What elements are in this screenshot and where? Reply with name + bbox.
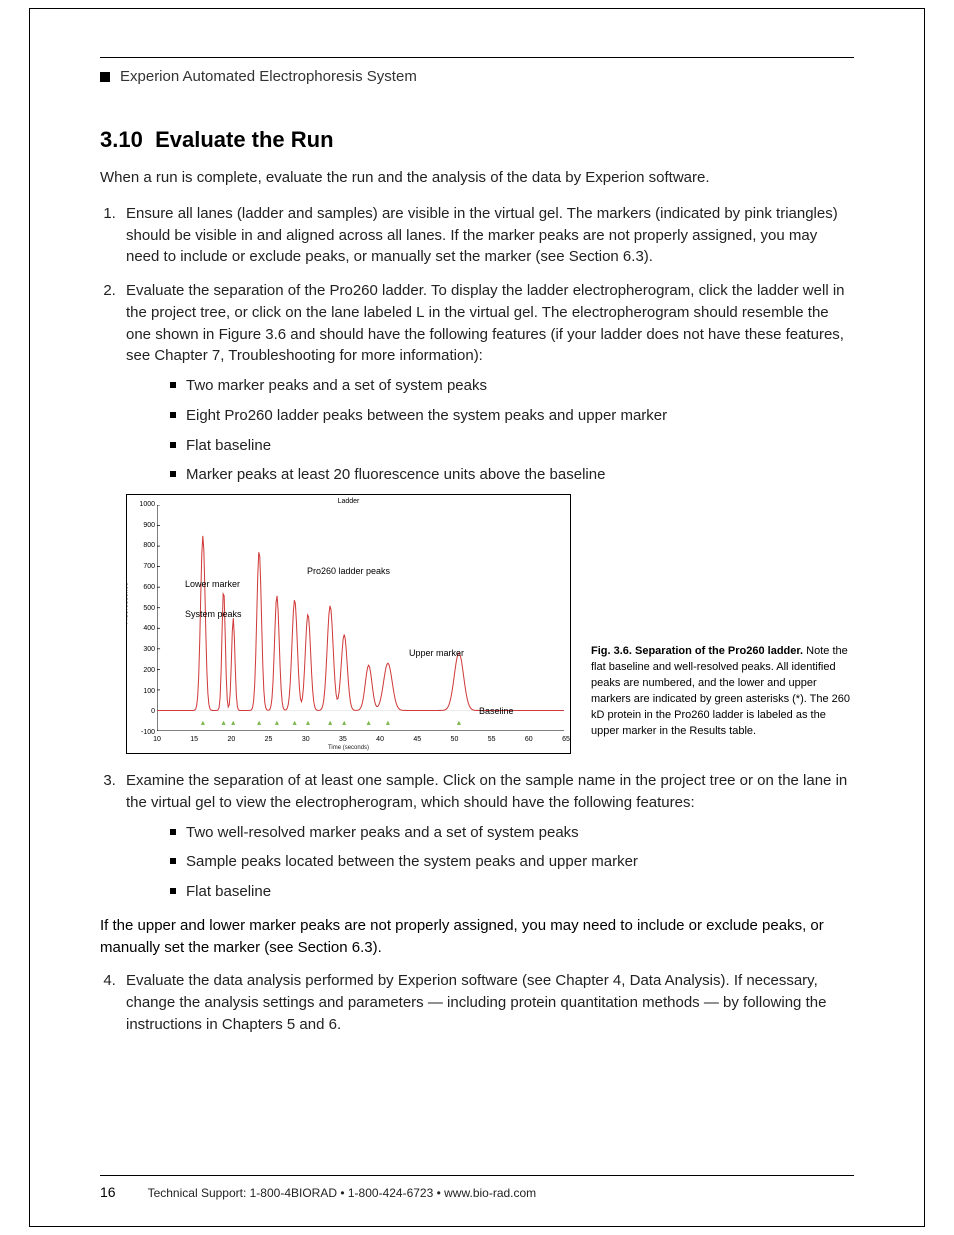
step-1-text: Ensure all lanes (ladder and samples) ar… [126, 205, 838, 266]
page-footer: 16 Technical Support: 1-800-4BIORAD • 1-… [100, 1175, 854, 1200]
ytick: 600 [143, 583, 155, 593]
step-2: Evaluate the separation of the Pro260 la… [120, 280, 854, 754]
step-2-lane-label: L [416, 304, 424, 321]
ann-lower-marker: Lower marker [185, 578, 240, 591]
xtick: 55 [488, 735, 496, 745]
ytick: 700 [143, 562, 155, 572]
xtick: 15 [190, 735, 198, 745]
ann-pro260: Pro260 ladder peaks [307, 565, 390, 578]
xtick: 35 [339, 735, 347, 745]
xtick: 30 [302, 735, 310, 745]
step-3-text: Examine the separation of at least one s… [126, 772, 847, 811]
step-4: Evaluate the data analysis performed by … [120, 970, 854, 1035]
caption-rest: Note the flat baseline and well-resolved… [591, 645, 850, 737]
page-number: 16 [100, 1184, 116, 1200]
ytick: 1000 [139, 500, 155, 510]
ytick: 400 [143, 624, 155, 634]
ytick: 800 [143, 541, 155, 551]
header-square-icon [100, 72, 110, 82]
step-2-bullets: Two marker peaks and a set of system pea… [170, 375, 854, 486]
ytick: 0 [151, 707, 155, 717]
figure-caption: Fig. 3.6. Separation of the Pro260 ladde… [591, 494, 854, 740]
s2-b4: Marker peaks at least 20 fluorescence un… [170, 464, 854, 486]
xtick: 45 [413, 735, 421, 745]
s2-b3: Flat baseline [170, 435, 854, 457]
header-product: Experion Automated Electrophoresis Syste… [120, 68, 417, 85]
ann-baseline: Baseline [479, 705, 514, 718]
section-title: 3.10 Evaluate the Run [100, 127, 854, 153]
xtick: 20 [227, 735, 235, 745]
section-name: Evaluate the Run [155, 127, 333, 152]
ytick: 300 [143, 645, 155, 655]
s2-b2: Eight Pro260 ladder peaks between the sy… [170, 405, 854, 427]
xtick: 50 [451, 735, 459, 745]
electropherogram-chart: Ladder Fluorescence Time (seconds) Lower… [126, 494, 571, 754]
xtick: 25 [265, 735, 273, 745]
procedure-list-cont: Evaluate the data analysis performed by … [120, 970, 854, 1035]
intro-paragraph: When a run is complete, evaluate the run… [100, 167, 854, 189]
page-frame: Experion Automated Electrophoresis Syste… [29, 8, 925, 1227]
section-number: 3.10 [100, 127, 143, 152]
s3-b2: Sample peaks located between the system … [170, 851, 854, 873]
s3-b1: Two well-resolved marker peaks and a set… [170, 822, 854, 844]
step-3-bullets: Two well-resolved marker peaks and a set… [170, 822, 854, 903]
s3-b3: Flat baseline [170, 881, 854, 903]
top-rule [100, 57, 854, 58]
chart-xlabel: Time (seconds) [328, 744, 369, 753]
xtick: 40 [376, 735, 384, 745]
chart-ylabel: Fluorescence [126, 582, 131, 624]
ann-upper-marker: Upper marker [409, 647, 464, 660]
ytick: 900 [143, 521, 155, 531]
para-after-3: If the upper and lower marker peaks are … [100, 915, 854, 959]
ytick: 500 [143, 604, 155, 614]
step-3: Examine the separation of at least one s… [120, 770, 854, 903]
footer-text: Technical Support: 1-800-4BIORAD • 1-800… [148, 1186, 537, 1200]
xtick: 60 [525, 735, 533, 745]
xtick: 10 [153, 735, 161, 745]
procedure-list: Ensure all lanes (ladder and samples) ar… [120, 203, 854, 903]
xtick: 65 [562, 735, 570, 745]
step-4-text: Evaluate the data analysis performed by … [126, 972, 826, 1033]
ann-system-peaks: System peaks [185, 608, 242, 621]
step-1: Ensure all lanes (ladder and samples) ar… [120, 203, 854, 268]
figure-3-6: Ladder Fluorescence Time (seconds) Lower… [126, 494, 854, 754]
s2-b1: Two marker peaks and a set of system pea… [170, 375, 854, 397]
ytick: 200 [143, 666, 155, 676]
running-header: Experion Automated Electrophoresis Syste… [100, 68, 854, 85]
caption-bold: Fig. 3.6. Separation of the Pro260 ladde… [591, 645, 803, 657]
ytick: 100 [143, 686, 155, 696]
